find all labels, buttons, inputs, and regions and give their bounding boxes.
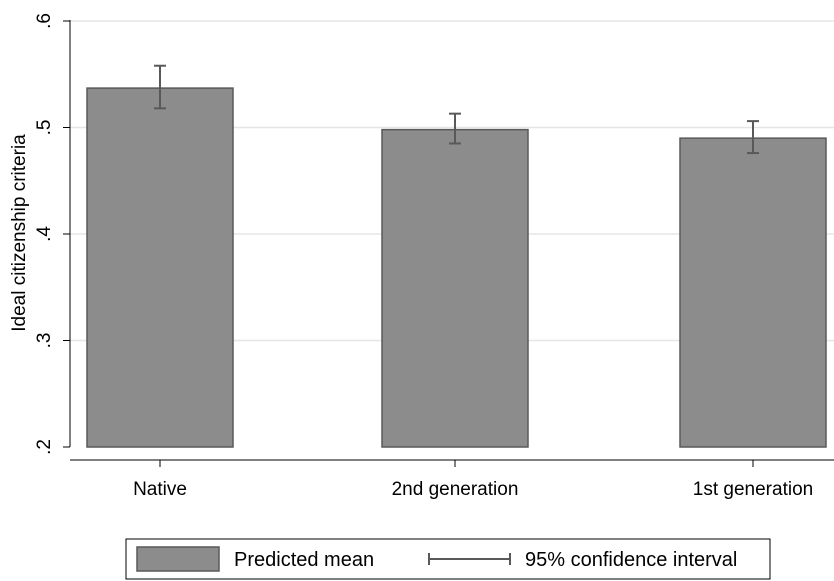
bar-1: [86, 87, 234, 448]
y-tick-label: .6: [34, 13, 55, 29]
bars: [86, 87, 827, 448]
bar-3: [679, 137, 827, 448]
legend-label-predicted-mean: Predicted mean: [234, 549, 374, 571]
x-tick-label: 1st generation: [693, 479, 813, 500]
y-tick-label: .4: [34, 226, 55, 242]
legend-label-confidence-interval: 95% confidence interval: [525, 549, 737, 571]
legend-swatch-predicted-mean: [136, 546, 220, 572]
legend: Predicted mean 95% confidence interval: [125, 538, 771, 580]
y-tick-label: .5: [34, 120, 55, 136]
error-bars: [154, 64, 759, 155]
error-bar-1: [154, 64, 166, 110]
error-bar-2: [449, 112, 461, 145]
x-tick-label: 2nd generation: [392, 479, 519, 500]
y-axis-title: Ideal citizenship criteria: [9, 134, 30, 332]
x-ticks: Native 2nd generation 1st generation: [133, 460, 813, 500]
y-ticks: .2 .3 .4 .5 .6: [34, 13, 70, 455]
bar-2: [381, 128, 529, 448]
error-bar-3: [747, 120, 759, 155]
legend-swatch-confidence-interval: [428, 553, 511, 565]
x-tick-label: Native: [133, 479, 187, 500]
y-tick-label: .2: [34, 439, 55, 455]
plot-area: .2 .3 .4 .5 .6 Native 2nd generation 1st gener…: [9, 13, 834, 500]
y-tick-label: .3: [34, 333, 55, 349]
